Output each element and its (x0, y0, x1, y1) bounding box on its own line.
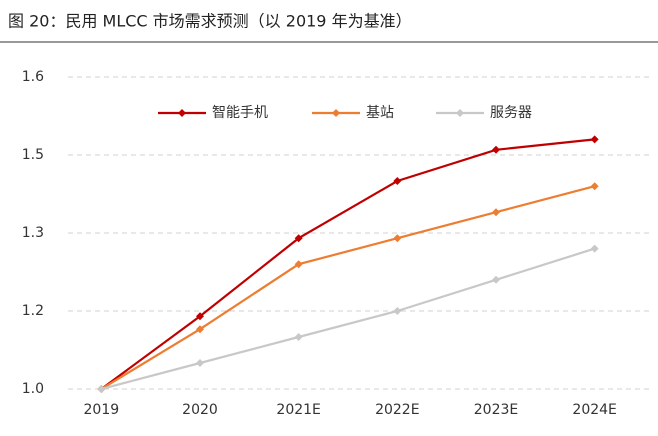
series-line (101, 247, 595, 391)
point (492, 208, 500, 217)
y-tick-label: 1.2 (22, 303, 44, 319)
point (492, 145, 500, 154)
point (97, 385, 106, 393)
point (492, 275, 500, 284)
series-line (100, 138, 595, 390)
chart-title: 图 20：民用 MLCC 市场需求预测（以 2019 年为基准） (8, 12, 412, 31)
point (196, 325, 204, 334)
point (294, 333, 303, 341)
y-tick-label: 1.6 (22, 69, 44, 85)
legend-label: 基站 (366, 104, 394, 121)
x-tick-label: 2019 (84, 402, 120, 418)
legend-marker (456, 109, 464, 117)
x-tick-label: 2022E (375, 402, 419, 418)
point (590, 244, 599, 253)
legend-marker (178, 109, 186, 117)
x-tick-label: 2020 (182, 402, 218, 418)
legend-marker (332, 109, 340, 117)
point (393, 307, 402, 315)
point (393, 234, 402, 243)
series-line (100, 185, 595, 390)
point (590, 182, 599, 191)
y-tick-label: 1.0 (22, 381, 44, 397)
point (590, 135, 599, 144)
point (196, 359, 204, 367)
y-tick-label: 1.3 (22, 225, 44, 241)
y-tick-label: 1.5 (22, 147, 44, 163)
point (196, 312, 204, 321)
x-tick-label: 2024E (572, 402, 616, 418)
x-tick-label: 2023E (474, 402, 518, 418)
point (294, 234, 303, 243)
x-tick-label: 2021E (276, 402, 320, 418)
legend-label: 服务器 (490, 105, 532, 121)
point (294, 260, 303, 269)
legend-label: 智能手机 (212, 105, 268, 121)
point (393, 177, 402, 185)
